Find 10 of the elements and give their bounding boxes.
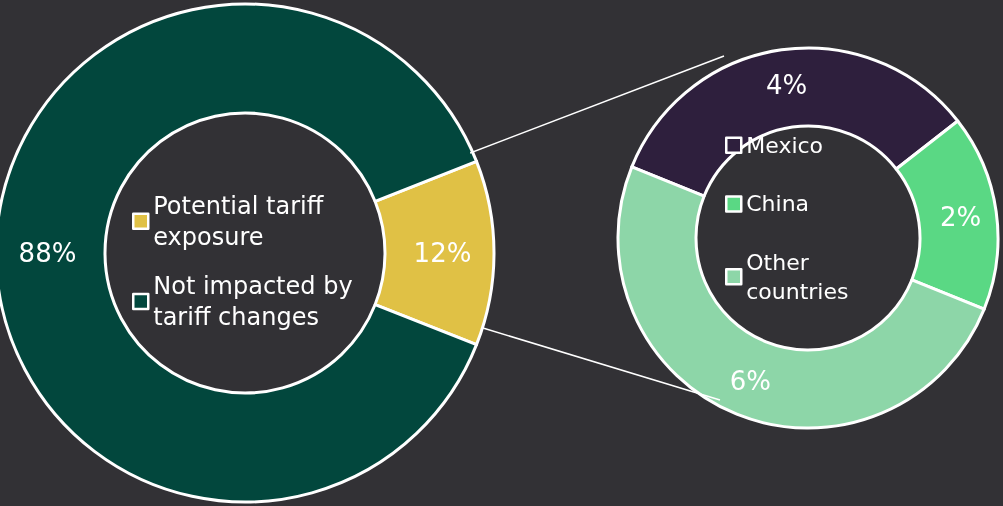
legend-label: Not impacted by tariff changes	[153, 272, 361, 332]
legend-label: Mexico	[746, 132, 824, 158]
data-label: 12%	[413, 238, 472, 268]
legend-label: Other countries	[746, 250, 849, 304]
legend-label: Potential tariff exposure	[153, 191, 331, 251]
data-label: 88%	[18, 238, 77, 268]
data-label: 4%	[765, 70, 808, 101]
legend-label: China	[746, 191, 810, 217]
data-label: 6%	[729, 365, 771, 396]
data-label: 2%	[939, 201, 982, 232]
